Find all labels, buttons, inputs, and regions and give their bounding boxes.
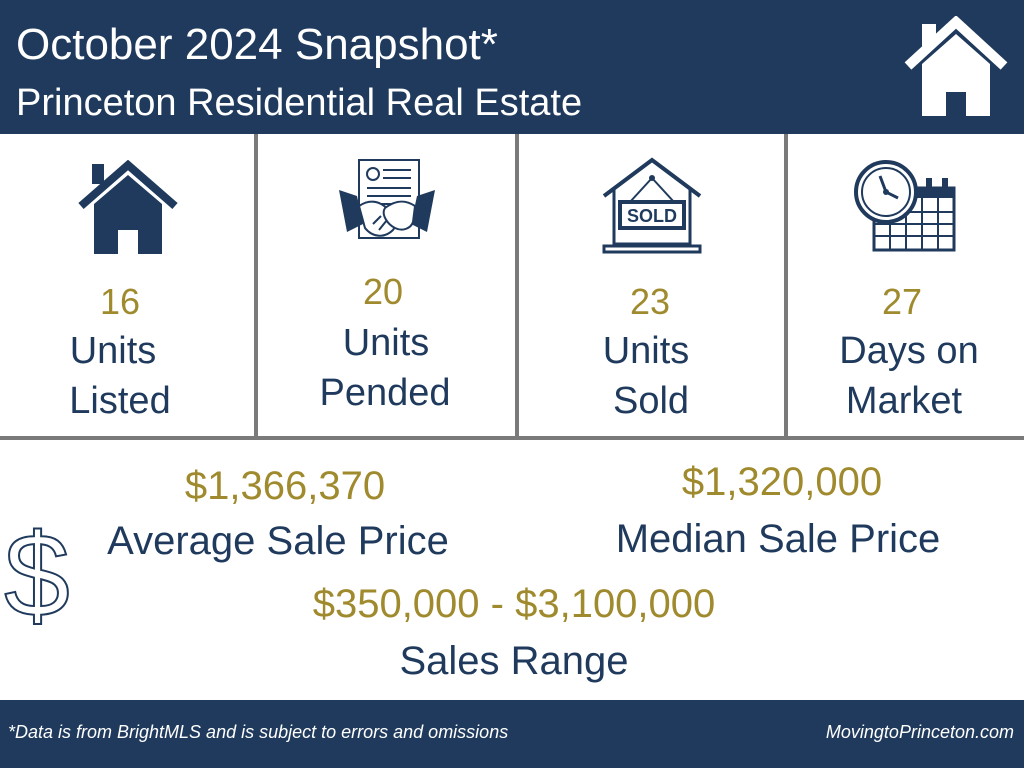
- footer-banner: *Data is from BrightMLS and is subject t…: [0, 700, 1024, 768]
- page-subtitle: Princeton Residential Real Estate: [16, 82, 583, 124]
- average-price-value-block: $1,366,370: [150, 462, 420, 510]
- divider: [515, 134, 519, 438]
- divider: [784, 134, 788, 438]
- median-price-label-block: Median Sale Price: [580, 514, 976, 564]
- stat-label-line1: Units: [602, 330, 690, 372]
- stat-label-line1: Units: [342, 322, 430, 364]
- svg-text:$: $: [4, 512, 70, 630]
- average-price-label-block: Average Sale Price: [80, 516, 476, 566]
- sold-sign-text: SOLD: [627, 206, 677, 226]
- stat-label-line2: Sold: [612, 380, 690, 422]
- header-banner: October 2024 Snapshot* Princeton Residen…: [0, 0, 1024, 134]
- stat-value: 16: [99, 281, 141, 322]
- average-price-label: Average Sale Price: [107, 519, 449, 563]
- median-price-label: Median Sale Price: [615, 517, 941, 561]
- dollar-sign-icon: $: [4, 512, 70, 630]
- sales-range-label-block: Sales Range: [312, 636, 716, 686]
- sales-range-value: $350,000 - $3,100,000: [312, 582, 716, 626]
- divider: [254, 134, 258, 438]
- sold-sign-icon: SOLD: [602, 157, 702, 254]
- handshake-contract-icon: [339, 159, 435, 239]
- house-outline-icon: [904, 16, 1008, 116]
- average-price-value: $1,366,370: [184, 464, 386, 508]
- stat-label-line2: Pended: [319, 372, 451, 414]
- footer-website: MovingtoPrinceton.com: [825, 722, 1014, 742]
- sales-range-label: Sales Range: [399, 639, 629, 683]
- stat-value: 23: [629, 281, 671, 322]
- stat-label-line2: Market: [845, 380, 963, 422]
- stat-label-line1: Units: [69, 330, 157, 372]
- page-title: October 2024 Snapshot*: [16, 20, 498, 69]
- stat-value: 20: [362, 271, 404, 312]
- stat-days-on-market: 27 Days on Market: [788, 134, 1024, 434]
- clock-calendar-icon: [854, 160, 956, 252]
- house-icon: [78, 160, 178, 254]
- median-price-value-block: $1,320,000: [650, 458, 914, 506]
- stat-units-pended: 20 Units Pended: [258, 134, 516, 434]
- stat-label-line1: Days on: [839, 330, 979, 372]
- stat-units-listed: 16 Units Listed: [0, 134, 256, 434]
- stats-band: 16 Units Listed: [0, 134, 1024, 438]
- footer-disclaimer: *Data is from BrightMLS and is subject t…: [8, 722, 509, 742]
- section-divider: [0, 436, 1024, 440]
- stat-value: 27: [881, 281, 923, 322]
- median-price-value: $1,320,000: [681, 460, 883, 504]
- sales-range-value-block: $350,000 - $3,100,000: [262, 580, 766, 628]
- stat-units-sold: SOLD 23 Units Sold: [519, 134, 785, 434]
- stat-label-line2: Listed: [69, 380, 171, 422]
